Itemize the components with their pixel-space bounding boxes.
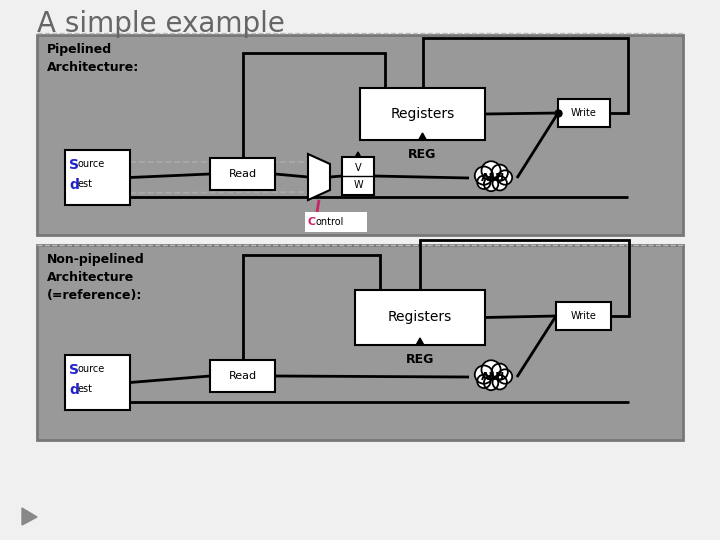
FancyBboxPatch shape: [305, 212, 367, 232]
Text: Non-pipelined
Architecture
(=reference):: Non-pipelined Architecture (=reference):: [47, 253, 145, 302]
Text: Read: Read: [228, 371, 256, 381]
Text: V: V: [355, 163, 361, 173]
Text: Registers: Registers: [390, 107, 454, 121]
Text: est: est: [78, 384, 93, 394]
Circle shape: [477, 375, 490, 388]
FancyBboxPatch shape: [210, 360, 275, 392]
Circle shape: [474, 166, 493, 185]
Text: Write: Write: [571, 108, 597, 118]
FancyBboxPatch shape: [556, 302, 611, 330]
Text: REG: REG: [406, 353, 434, 366]
FancyBboxPatch shape: [65, 150, 130, 205]
Text: ource: ource: [78, 159, 105, 169]
Text: REG: REG: [408, 148, 437, 161]
Circle shape: [484, 376, 498, 390]
Text: ource: ource: [78, 364, 105, 374]
FancyBboxPatch shape: [342, 157, 374, 195]
Circle shape: [492, 165, 508, 181]
FancyBboxPatch shape: [65, 355, 130, 410]
Text: Read: Read: [228, 169, 256, 179]
Circle shape: [477, 176, 490, 189]
FancyBboxPatch shape: [210, 158, 275, 190]
Text: ALU: ALU: [481, 173, 505, 183]
Circle shape: [492, 375, 507, 389]
Polygon shape: [355, 152, 361, 157]
Text: ontrol: ontrol: [315, 217, 343, 227]
Text: Registers: Registers: [388, 310, 452, 325]
Circle shape: [484, 177, 498, 191]
Polygon shape: [308, 154, 330, 200]
FancyBboxPatch shape: [37, 35, 683, 235]
Text: Write: Write: [570, 311, 596, 321]
FancyBboxPatch shape: [355, 290, 485, 345]
Text: S: S: [69, 158, 79, 172]
Text: A simple example: A simple example: [37, 10, 285, 38]
Circle shape: [474, 366, 493, 384]
Text: d: d: [69, 383, 79, 397]
Text: C: C: [307, 217, 315, 227]
FancyBboxPatch shape: [558, 99, 610, 127]
Text: S: S: [69, 363, 79, 377]
Circle shape: [482, 360, 500, 380]
Circle shape: [482, 161, 500, 180]
Polygon shape: [22, 508, 37, 525]
FancyBboxPatch shape: [360, 88, 485, 140]
Circle shape: [498, 369, 512, 384]
Text: W: W: [354, 180, 363, 191]
Text: ALU: ALU: [481, 372, 505, 382]
Text: d: d: [69, 178, 79, 192]
Circle shape: [492, 363, 508, 380]
Circle shape: [492, 176, 507, 191]
Text: Pipelined
Architecture:: Pipelined Architecture:: [47, 43, 139, 74]
Polygon shape: [416, 338, 424, 345]
Circle shape: [498, 170, 512, 185]
Text: est: est: [78, 179, 93, 189]
FancyBboxPatch shape: [37, 245, 683, 440]
Polygon shape: [418, 133, 426, 140]
